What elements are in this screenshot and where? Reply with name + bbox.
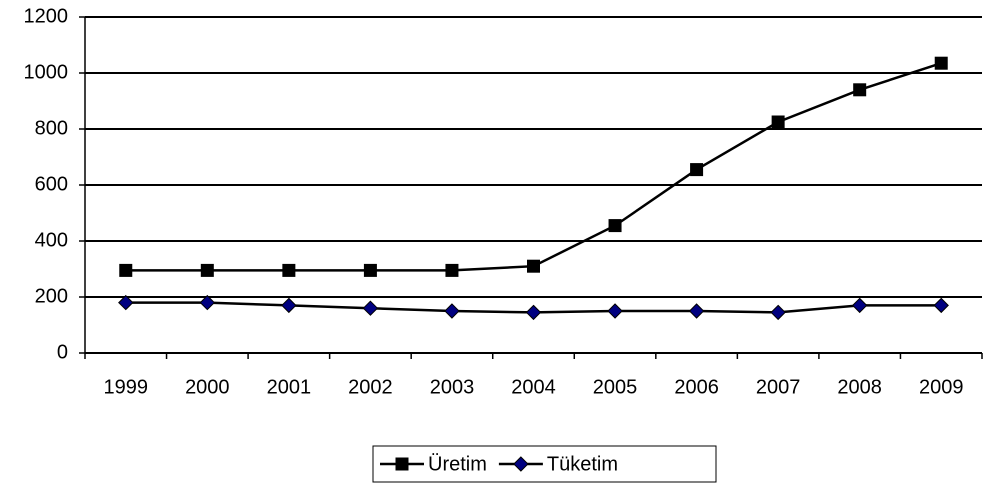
y-tick-label: 200 [35,285,68,307]
y-tick-label: 1200 [24,5,69,27]
marker [282,263,296,277]
marker [200,263,214,277]
marker [118,294,134,311]
marker [771,115,785,129]
legend-marker [395,457,409,471]
marker [607,303,623,319]
marker [527,259,540,273]
marker [851,297,868,314]
marker [362,300,379,316]
y-tick-label: 400 [35,229,68,251]
marker [281,297,297,314]
marker [690,163,704,177]
legend-label: Tüketim [547,453,618,475]
marker [363,263,377,277]
marker [444,303,460,319]
series-line [125,62,942,272]
legend-label: Üretim [428,453,487,475]
marker [445,263,459,277]
legend-marker [513,456,529,472]
x-tick-label: 2006 [674,376,719,398]
y-tick-label: 1000 [24,61,69,83]
marker [934,56,948,70]
x-tick-label: 2009 [919,376,964,398]
marker [525,304,542,321]
legend-box [372,445,717,483]
marker [933,297,949,314]
x-tick-label: 2008 [837,376,882,398]
marker [770,304,786,321]
x-tick-label: 2005 [593,376,638,398]
x-tick-label: 2000 [185,376,230,398]
x-tick-label: 2003 [430,376,475,398]
x-tick-label: 1999 [104,376,149,398]
y-tick-label: 0 [57,341,68,363]
marker [608,219,622,233]
marker [119,263,133,277]
x-tick-label: 2007 [756,376,801,398]
marker [853,83,867,97]
x-tick-label: 2004 [511,376,556,398]
x-tick-label: 2001 [267,376,312,398]
x-tick-label: 2002 [348,376,393,398]
y-tick-label: 800 [35,117,68,139]
marker [199,294,216,311]
marker [688,303,705,319]
y-tick-label: 600 [35,173,68,195]
